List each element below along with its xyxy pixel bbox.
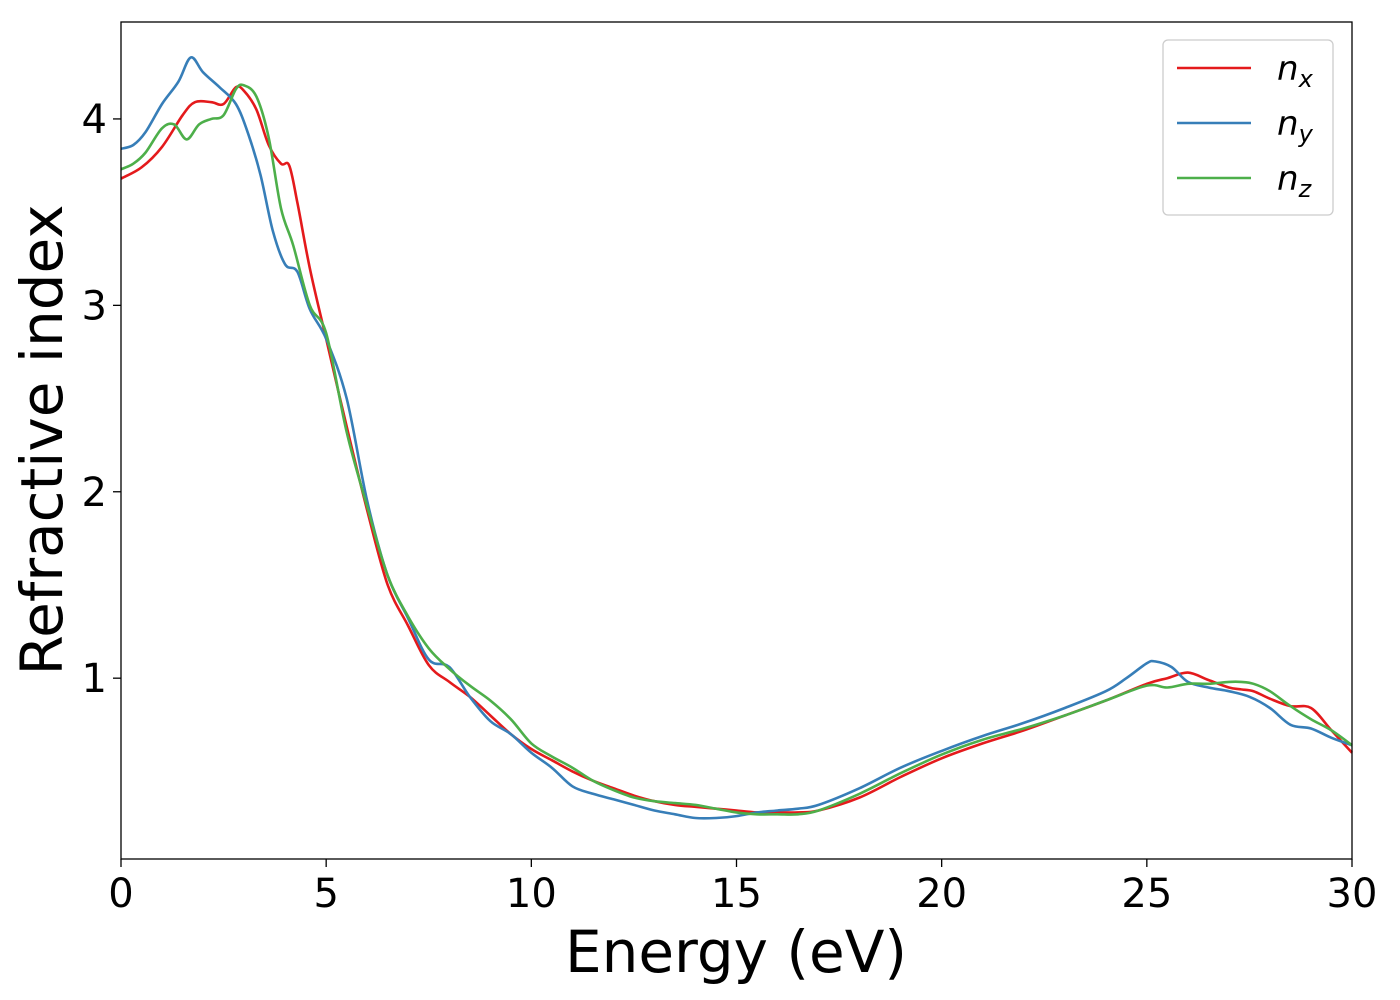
x-tick-label: 5 xyxy=(313,871,338,917)
x-tick-label: 25 xyxy=(1121,871,1172,917)
y-tick-label: 1 xyxy=(82,656,107,702)
y-tick-label: 4 xyxy=(82,97,107,143)
series-line-ny xyxy=(120,56,1353,820)
x-tick-label: 0 xyxy=(108,871,133,917)
x-tick-label: 20 xyxy=(916,871,967,917)
series-line-nz xyxy=(120,83,1353,816)
y-axis-title: Refractive index xyxy=(8,204,76,675)
legend-box xyxy=(1162,39,1334,216)
series-layer xyxy=(120,56,1353,820)
x-tick-label: 10 xyxy=(506,871,557,917)
ticks-layer: 0 5 10 15 20 25 30 1 2 3 4 xyxy=(82,97,1378,917)
x-tick-label: 15 xyxy=(711,871,762,917)
plot-background xyxy=(121,22,1352,859)
y-tick-label: 3 xyxy=(82,283,107,329)
x-tick-label: 30 xyxy=(1327,871,1378,917)
x-axis-title: Energy (eV) xyxy=(565,918,907,986)
y-tick-label: 2 xyxy=(82,470,107,516)
